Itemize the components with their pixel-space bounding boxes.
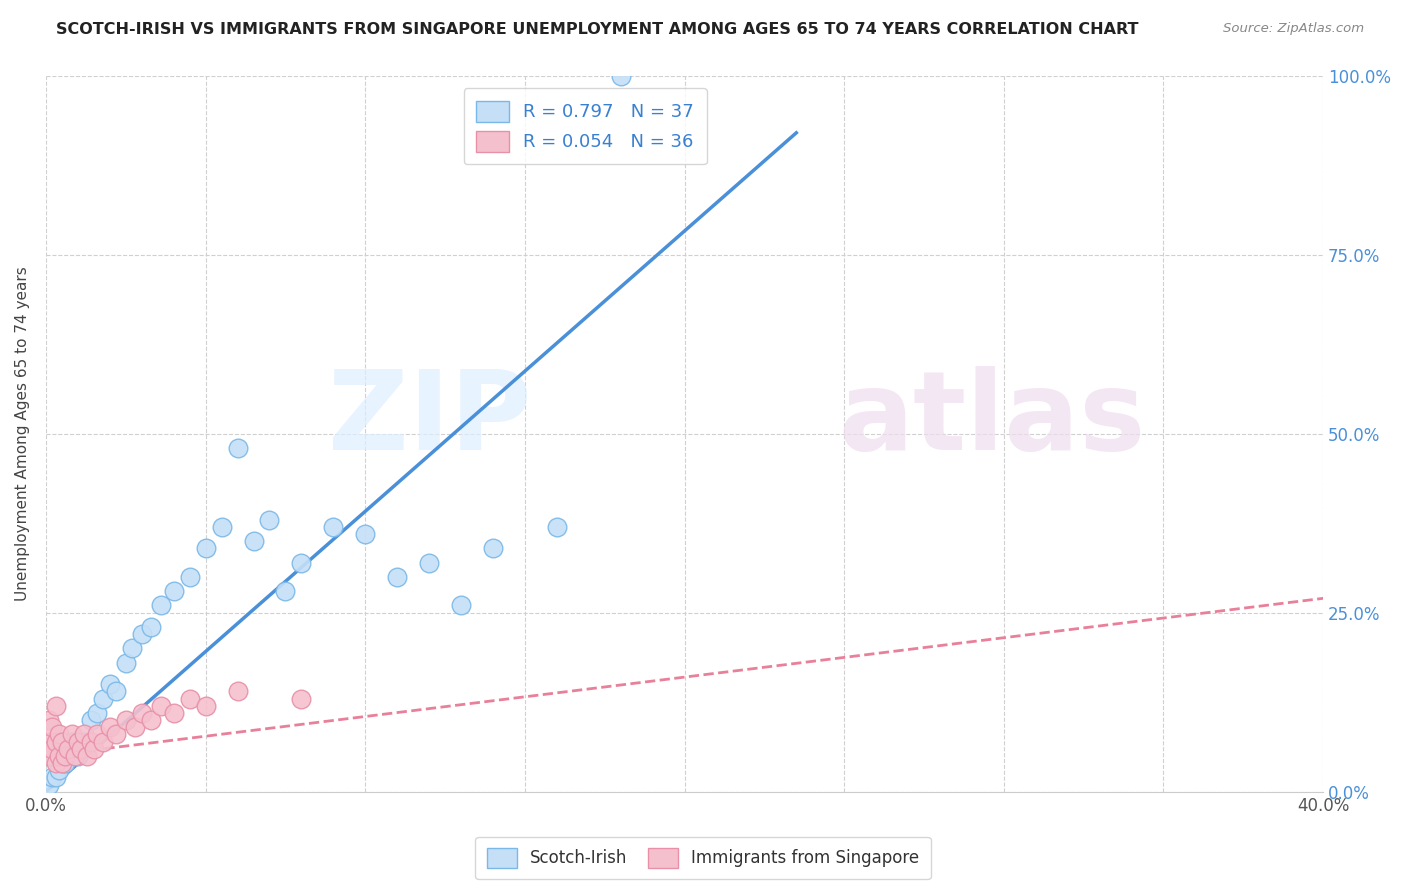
- Point: [58, 741, 80, 756]
- Legend: Scotch-Irish, Immigrants from Singapore: Scotch-Irish, Immigrants from Singapore: [475, 837, 931, 880]
- Point: [53, 756, 76, 770]
- Text: ZIP: ZIP: [328, 366, 531, 473]
- Point: [38, 778, 60, 792]
- Point: [41, 741, 63, 756]
- Point: [41, 720, 63, 734]
- Point: [98, 677, 121, 691]
- Point: [60, 727, 83, 741]
- Point: [385, 570, 408, 584]
- Point: [114, 713, 136, 727]
- Point: [45, 770, 67, 784]
- Point: [163, 584, 186, 599]
- Point: [73, 734, 96, 748]
- Text: SCOTCH-IRISH VS IMMIGRANTS FROM SINGAPORE UNEMPLOYMENT AMONG AGES 65 TO 74 YEARS: SCOTCH-IRISH VS IMMIGRANTS FROM SINGAPOR…: [56, 22, 1139, 37]
- Point: [93, 691, 115, 706]
- Point: [194, 698, 217, 713]
- Point: [609, 69, 631, 83]
- Point: [211, 519, 233, 533]
- Point: [226, 684, 249, 698]
- Point: [141, 713, 163, 727]
- Point: [322, 519, 344, 533]
- Point: [45, 734, 67, 748]
- Point: [38, 748, 60, 763]
- Point: [194, 541, 217, 556]
- Point: [51, 756, 73, 770]
- Point: [482, 541, 505, 556]
- Point: [114, 656, 136, 670]
- Point: [131, 706, 153, 720]
- Point: [79, 734, 101, 748]
- Point: [86, 706, 108, 720]
- Point: [53, 748, 76, 763]
- Point: [259, 512, 281, 526]
- Text: atlas: atlas: [838, 366, 1146, 473]
- Point: [51, 734, 73, 748]
- Point: [124, 720, 146, 734]
- Point: [48, 727, 70, 741]
- Point: [105, 727, 128, 741]
- Point: [131, 627, 153, 641]
- Point: [35, 734, 58, 748]
- Point: [76, 748, 98, 763]
- Point: [121, 641, 143, 656]
- Point: [51, 756, 73, 770]
- Point: [66, 734, 89, 748]
- Point: [354, 527, 377, 541]
- Point: [48, 748, 70, 763]
- Point: [149, 599, 172, 613]
- Point: [93, 734, 115, 748]
- Point: [70, 741, 93, 756]
- Point: [98, 720, 121, 734]
- Point: [86, 727, 108, 741]
- Point: [60, 734, 83, 748]
- Point: [290, 691, 312, 706]
- Point: [149, 698, 172, 713]
- Text: Source: ZipAtlas.com: Source: ZipAtlas.com: [1223, 22, 1364, 36]
- Point: [450, 599, 472, 613]
- Point: [38, 713, 60, 727]
- Point: [45, 756, 67, 770]
- Point: [58, 741, 80, 756]
- Point: [41, 770, 63, 784]
- Point: [179, 691, 201, 706]
- Point: [141, 620, 163, 634]
- Point: [242, 534, 264, 549]
- Point: [48, 763, 70, 777]
- Point: [79, 713, 101, 727]
- Point: [83, 741, 105, 756]
- Point: [418, 556, 440, 570]
- Point: [179, 570, 201, 584]
- Point: [73, 727, 96, 741]
- Legend: R = 0.797   N = 37, R = 0.054   N = 36: R = 0.797 N = 37, R = 0.054 N = 36: [464, 88, 707, 164]
- Point: [546, 519, 568, 533]
- Y-axis label: Unemployment Among Ages 65 to 74 years: Unemployment Among Ages 65 to 74 years: [15, 266, 30, 601]
- Point: [45, 698, 67, 713]
- Point: [290, 556, 312, 570]
- Point: [274, 584, 297, 599]
- Point: [105, 684, 128, 698]
- Point: [163, 706, 186, 720]
- Point: [66, 748, 89, 763]
- Point: [63, 748, 86, 763]
- Point: [226, 441, 249, 455]
